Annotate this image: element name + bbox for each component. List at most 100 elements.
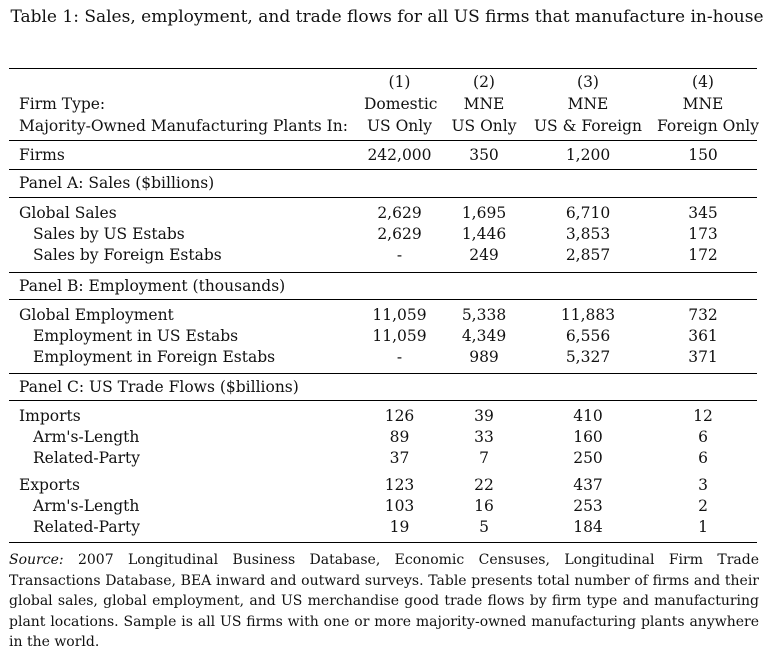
bottom-rule [9,542,757,543]
row-label: Exports [19,476,80,494]
table-cell: 242,000 [367,146,432,164]
table-cell: 89 [389,428,410,446]
table-cell: 6,710 [565,204,611,222]
table-cell: 6 [698,428,708,446]
header-rule [9,140,757,141]
table-cell: 345 [688,204,718,222]
table-cell: 1,695 [461,204,507,222]
table-row: Sales by Foreign Estabs - 249 2,857 172 [9,245,757,266]
rule-after-panel-c-title [9,400,757,401]
table-cell: 6,556 [565,327,611,345]
header-row-firm-type: Firm Type: Domestic MNE MNE MNE [9,94,757,115]
table-row: Global Employment 11,059 5,338 11,883 73… [9,305,757,326]
row-label: Sales by Foreign Estabs [33,246,222,264]
rule-before-panel-c [9,373,757,374]
header-cell: US Only [451,117,517,135]
table-cell: 1,446 [461,225,507,243]
table-cell: 19 [389,518,410,536]
header-cell: Foreign Only [657,117,760,135]
row-label: Imports [19,407,81,425]
table-cell: 437 [573,476,603,494]
table-cell: 6 [698,449,708,467]
table-row: Exports 123 22 437 3 [9,475,757,496]
rule-before-panel-b [9,272,757,273]
panel-title: Panel C: US Trade Flows ($billions) [19,378,299,396]
header-row-plants: Majority-Owned Manufacturing Plants In: … [9,116,760,137]
table-cell: 11,059 [372,306,427,324]
row-label: Firms [19,146,65,164]
table-cell: 11,883 [560,306,616,324]
table-cell: 33 [474,428,494,446]
table-cell: 250 [573,449,603,467]
header-label: Firm Type: [19,95,106,113]
table-cell: 5 [479,518,489,536]
panel-c-title: Panel C: US Trade Flows ($billions) [9,377,757,398]
table-cell: 3 [698,476,708,494]
row-label: Global Sales [19,204,117,222]
table-row: Imports 126 39 410 12 [9,406,757,427]
table-cell: 37 [389,449,410,467]
row-label: Related-Party [33,518,140,536]
header-cell: MNE [682,95,724,113]
table-cell: 3,853 [565,225,611,243]
panel-title: Panel B: Employment (thousands) [19,277,286,295]
table-cell: 249 [469,246,499,264]
table-cell: 361 [688,327,718,345]
table-row-firms: Firms 242,000 350 1,200 150 [9,145,757,166]
rule-after-panel-a-title [9,197,757,198]
table-row: Global Sales 2,629 1,695 6,710 345 [9,203,757,224]
table-cell: 4,349 [461,327,507,345]
table-row: Employment in Foreign Estabs - 989 5,327… [9,347,757,368]
table-cell: 173 [688,225,718,243]
table-cell: 16 [474,497,494,515]
table-cell: 184 [573,518,603,536]
table-cell: 1 [698,518,708,536]
table-cell: 12 [693,407,713,425]
table-cell: 126 [384,407,415,425]
panel-title: Panel A: Sales ($billions) [19,174,215,192]
table-cell: 7 [479,449,489,467]
header-cell: MNE [567,95,609,113]
header-cell: (1) [388,73,411,91]
table-cell: - [396,246,403,264]
table-row: Employment in US Estabs 11,059 4,349 6,5… [9,326,757,347]
row-label: Arm's-Length [33,497,140,515]
header-cell: (2) [473,73,495,91]
table-cell: 103 [384,497,415,515]
table-cell: 410 [573,407,603,425]
table-row: Related-Party 19 5 184 1 [9,517,757,538]
table-cell: 2,629 [377,204,422,222]
table-note: Source: 2007 Longitudinal Business Datab… [9,550,759,653]
table-row: Arm's-Length 103 16 253 2 [9,496,757,517]
row-label: Global Employment [19,306,174,324]
rule-after-firms [9,169,757,170]
table-cell: 371 [688,348,718,366]
table-cell: 732 [688,306,718,324]
table-row: Related-Party 37 7 250 6 [9,448,757,469]
header-cell: US Only [366,117,432,135]
table-cell: 150 [688,146,718,164]
table-cell: - [396,348,403,366]
header-cell: (4) [692,73,714,91]
table-caption: Table 1: Sales, employment, and trade fl… [10,7,764,27]
rule-after-panel-b-title [9,299,757,300]
table-row: Arm's-Length 89 33 160 6 [9,427,757,448]
table-cell: 5,327 [565,348,611,366]
row-label: Sales by US Estabs [33,225,185,243]
header-row-numbers: (1) (2) (3) (4) [9,72,757,93]
row-label: Employment in Foreign Estabs [33,348,276,366]
table-cell: 989 [469,348,499,366]
table-cell: 2,629 [377,225,422,243]
table-row: Sales by US Estabs 2,629 1,446 3,853 173 [9,224,757,245]
table-cell: 123 [384,476,415,494]
source-text: 2007 Longitudinal Business Database, Eco… [9,552,759,650]
row-label: Employment in US Estabs [33,327,239,345]
top-rule [9,68,757,69]
panel-b-title: Panel B: Employment (thousands) [9,276,757,297]
header-cell: (3) [577,73,599,91]
row-label: Related-Party [33,449,140,467]
table-cell: 39 [474,407,494,425]
header-cell: US & Foreign [533,117,642,135]
table-cell: 22 [474,476,494,494]
header-cell: Domestic [364,95,438,113]
